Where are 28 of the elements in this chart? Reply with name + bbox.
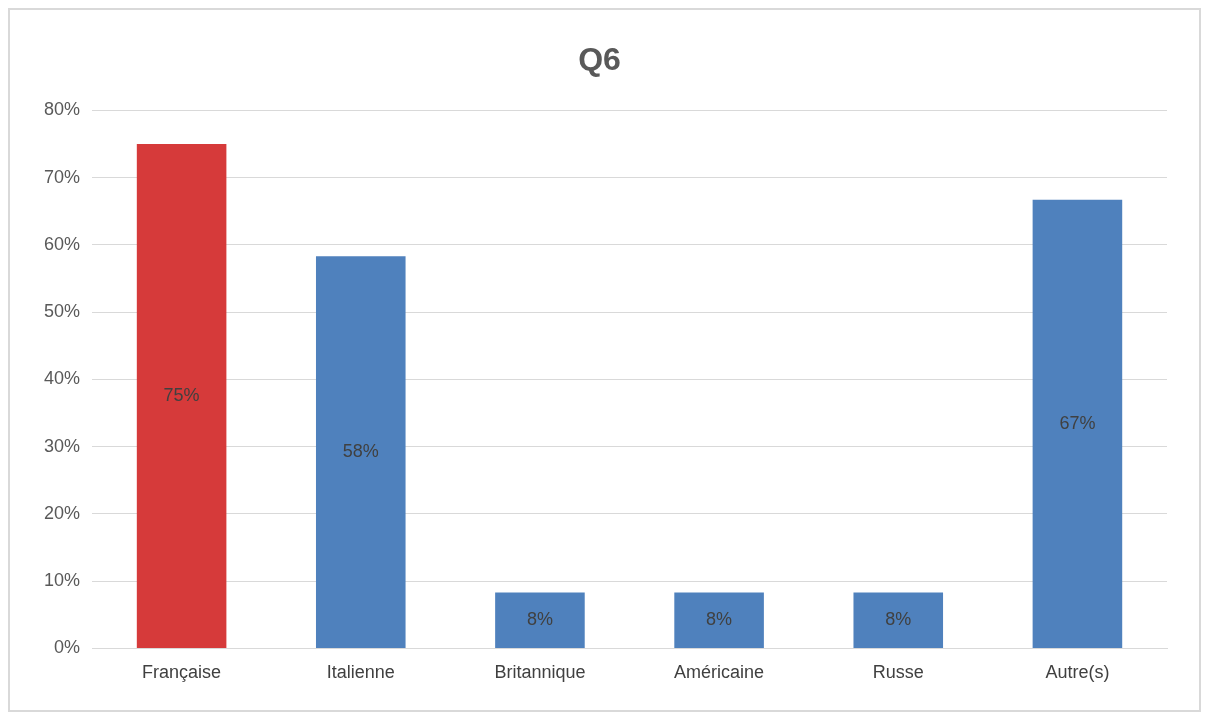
bar	[495, 592, 585, 648]
x-tick-label: Autre(s)	[1045, 662, 1110, 683]
data-label: 75%	[163, 384, 200, 405]
bar	[315, 256, 406, 648]
y-tick-label: 30%	[44, 435, 81, 456]
bar	[1032, 199, 1123, 648]
chart-title: Q6	[578, 41, 621, 78]
y-tick-label: 70%	[44, 166, 81, 187]
x-tick-label: Française	[142, 662, 222, 683]
y-tick-label: 80%	[44, 99, 81, 120]
x-tick-label: Britannique	[494, 662, 586, 683]
y-tick-label: 0%	[54, 637, 81, 658]
x-tick-label: Italienne	[326, 662, 395, 683]
y-tick-label: 20%	[44, 502, 81, 523]
y-tick-label: 40%	[44, 368, 81, 389]
bar	[853, 592, 944, 648]
x-tick-label: Américaine	[674, 662, 765, 683]
data-label: 8%	[526, 609, 553, 630]
data-label: 67%	[1059, 412, 1096, 433]
bar	[674, 592, 764, 648]
data-label: 8%	[706, 609, 733, 630]
bar	[136, 144, 227, 648]
data-label: 8%	[885, 609, 912, 630]
data-label: 58%	[342, 441, 379, 462]
y-tick-label: 60%	[44, 233, 81, 254]
x-tick-label: Russe	[872, 662, 924, 683]
y-tick-label: 50%	[44, 301, 81, 322]
y-tick-label: 10%	[44, 570, 81, 591]
